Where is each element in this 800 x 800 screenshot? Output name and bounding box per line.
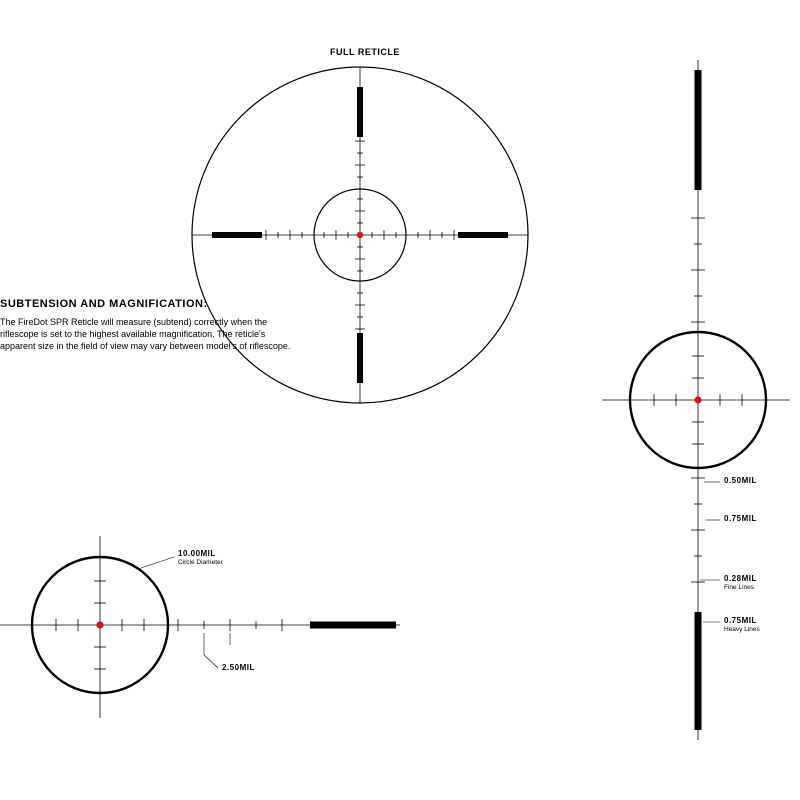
callout-circle-diameter: 10.00MIL Circle Diameter bbox=[178, 550, 223, 566]
reticle-diagram bbox=[0, 0, 800, 800]
callout-right-3: 0.75MILHeavy Lines bbox=[724, 617, 760, 633]
section-title: SUBTENSION AND MAGNIFICATION: bbox=[0, 298, 290, 310]
section-body: The FireDot SPR Reticle will measure (su… bbox=[0, 316, 298, 352]
callout-tick-spacing: 2.50MIL bbox=[222, 664, 255, 673]
callout-right-0: 0.50MIL bbox=[724, 477, 757, 486]
callout-right-1: 0.75MIL bbox=[724, 515, 757, 524]
callout-right-2: 0.28MILFine Lines bbox=[724, 575, 757, 591]
full-reticle-label: FULL RETICLE bbox=[330, 48, 400, 58]
